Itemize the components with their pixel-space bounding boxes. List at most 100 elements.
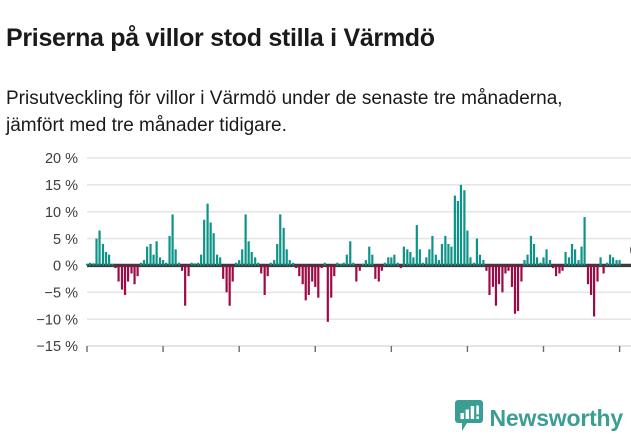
bar — [415, 225, 418, 266]
bar — [349, 241, 352, 266]
bar — [139, 262, 143, 266]
bar — [104, 252, 108, 266]
bar — [254, 257, 257, 266]
bar — [266, 265, 269, 277]
bar — [263, 265, 266, 295]
x-axis-tick-label: 2018 — [297, 358, 333, 360]
bar — [535, 257, 539, 266]
bar — [380, 265, 383, 271]
bar — [298, 265, 301, 277]
bar — [295, 265, 298, 269]
bar — [273, 260, 276, 266]
bar — [586, 265, 590, 285]
bar-chart-speech-bubble-icon — [454, 400, 483, 436]
bar — [171, 214, 174, 266]
bar — [577, 260, 580, 266]
bar — [212, 233, 215, 266]
x-axis-tick-label: 2022 — [450, 358, 486, 360]
bar — [279, 214, 282, 266]
bar — [583, 217, 586, 266]
bar — [228, 265, 231, 306]
bar — [352, 262, 355, 266]
bar — [107, 254, 111, 266]
x-axis-tick-label: 2020 — [374, 358, 410, 360]
bar — [573, 249, 577, 266]
bar — [409, 252, 412, 266]
page-title: Priserna på villor stod stilla i Värmdö — [6, 23, 435, 52]
bar — [472, 262, 475, 266]
bar — [387, 257, 390, 266]
bar — [368, 246, 371, 266]
bar — [488, 265, 491, 295]
bar — [428, 249, 431, 266]
bar — [98, 230, 101, 266]
bar — [444, 235, 447, 266]
bar — [317, 265, 320, 298]
bar — [593, 265, 596, 317]
bar — [516, 265, 520, 312]
bar — [418, 249, 421, 266]
chart-footer: Newsworthy — [0, 396, 631, 439]
bar — [209, 222, 212, 266]
bar — [120, 265, 124, 290]
bar — [466, 230, 469, 266]
bar — [504, 265, 507, 274]
bar — [612, 257, 615, 266]
x-axis-tick-label: 2012 — [69, 358, 105, 360]
bar — [126, 265, 130, 282]
bar — [95, 238, 98, 266]
bar — [257, 262, 260, 266]
bar — [142, 260, 146, 266]
bar — [133, 265, 136, 285]
data-point-value-label: 0 % — [630, 242, 631, 259]
bar — [599, 257, 602, 266]
bar — [510, 265, 514, 287]
bar — [558, 265, 561, 274]
bar — [615, 260, 618, 266]
bar — [200, 254, 203, 266]
y-axis-tick-label: 5 % — [53, 232, 78, 248]
bar — [244, 214, 247, 266]
bar — [548, 260, 552, 266]
bar — [345, 254, 348, 266]
bar — [459, 184, 463, 266]
newsworthy-logo[interactable]: Newsworthy — [454, 400, 623, 436]
bar — [412, 257, 415, 266]
y-axis-tick-label: −10 % — [36, 312, 78, 328]
bar — [196, 262, 200, 266]
bar — [123, 265, 127, 295]
bar — [431, 235, 434, 266]
bar — [526, 254, 529, 266]
bar — [390, 257, 393, 266]
bar — [235, 262, 238, 266]
bar-chart: 20 % 15 % 10 % 5 % 0 % −5 % −10 % −15 % 2012 2014… — [36, 151, 631, 360]
bar — [136, 265, 139, 277]
bar — [203, 219, 206, 266]
bar — [307, 265, 310, 295]
bar — [323, 262, 326, 266]
bar — [276, 243, 279, 266]
bar — [596, 265, 599, 282]
y-axis-tick-label: −5 % — [45, 285, 79, 301]
bar — [161, 260, 165, 266]
bar — [434, 254, 437, 266]
bar — [320, 265, 323, 269]
bar — [358, 265, 361, 271]
x-axis-tick-label: 2014 — [145, 358, 181, 360]
bar — [269, 262, 272, 266]
bar — [437, 260, 440, 266]
bar — [371, 254, 374, 266]
bar — [532, 243, 536, 266]
bar — [383, 262, 386, 266]
bar — [219, 257, 222, 266]
bar — [456, 200, 460, 266]
bar — [92, 263, 95, 266]
bar — [326, 265, 329, 322]
bar — [402, 246, 405, 266]
bar — [187, 265, 190, 277]
bar — [301, 265, 304, 285]
bar — [361, 263, 364, 266]
bar — [155, 241, 158, 266]
chart-plot-area: 20 % 15 % 10 % 5 % 0 % −5 % −10 % −15 % 2012 2014… — [0, 145, 631, 360]
bar — [570, 243, 574, 266]
